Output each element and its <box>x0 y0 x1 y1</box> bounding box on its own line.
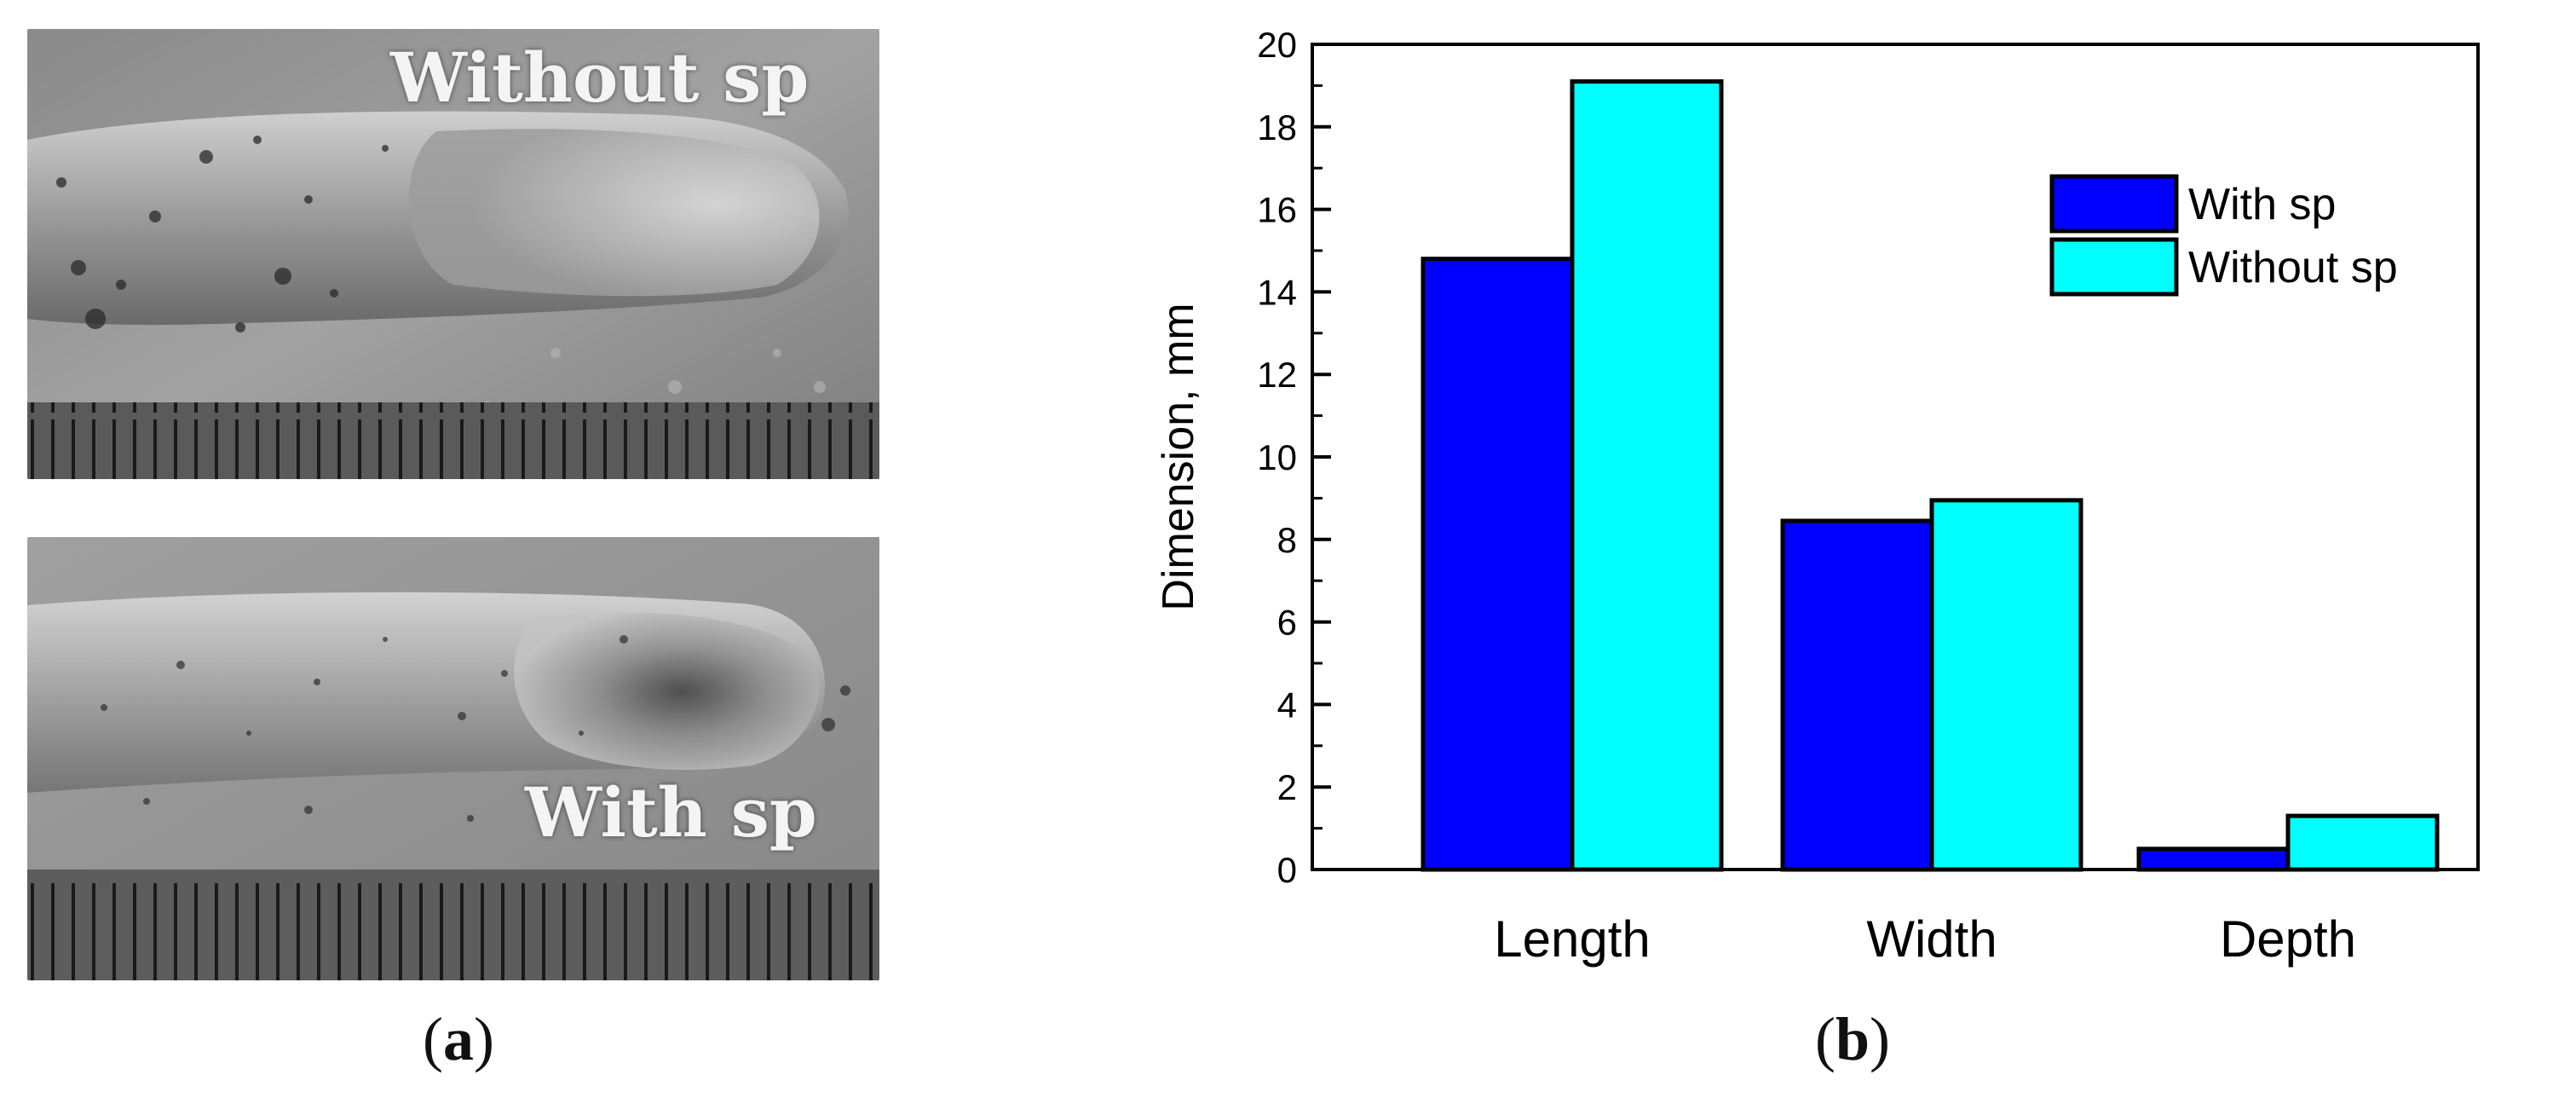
y-tick-label: 4 <box>1277 685 1297 725</box>
y-tick-label: 20 <box>1257 25 1297 65</box>
y-tick-label: 14 <box>1257 272 1297 312</box>
bar-without-sp-depth <box>2285 813 2440 872</box>
x-category-label: Depth <box>2220 910 2356 968</box>
y-tick-label: 8 <box>1277 520 1297 560</box>
x-category-label: Length <box>1494 910 1651 968</box>
without-sp-label: Without sp <box>390 38 810 118</box>
y-tick-label: 12 <box>1257 355 1297 395</box>
y-tick-label: 16 <box>1257 190 1297 230</box>
with-sp-label: With sp <box>525 772 817 852</box>
y-tick-label: 10 <box>1257 437 1297 477</box>
category-label-group: Length Width Depth <box>1494 910 2356 968</box>
panel-b-caption: (b) <box>1815 1005 1891 1073</box>
panel-a-caption: (a) <box>423 1005 494 1073</box>
x-category-label: Width <box>1866 910 1997 968</box>
bar-with-sp-width <box>1780 518 1934 872</box>
legend: With sp Without sp <box>2049 174 2398 297</box>
bar-with-sp-depth <box>2136 847 2291 872</box>
weld-photo-with-sp: With sp <box>27 537 879 980</box>
y-tick-label: 0 <box>1277 850 1297 890</box>
y-axis-label: Dimension, mm <box>1154 303 1203 610</box>
legend-swatch-with-sp <box>2049 174 2179 234</box>
bar-with-sp-length <box>1421 257 1575 872</box>
y-tick-label: 18 <box>1257 107 1297 147</box>
bar-group <box>1421 79 2440 872</box>
legend-label: With sp <box>2188 180 2336 229</box>
weld-photo-without-sp: Without sp <box>27 29 879 479</box>
y-tick-label: 6 <box>1277 603 1297 643</box>
dimension-bar-chart: 0 2 4 6 8 10 12 14 16 18 20 Length Width Depth Dimen… <box>1133 17 2576 1006</box>
bar-without-sp-width <box>1929 498 2083 872</box>
legend-swatch-without-sp <box>2049 237 2179 297</box>
plot-frame <box>1311 43 2480 871</box>
bar-without-sp-length <box>1570 79 1724 872</box>
y-tick-label: 2 <box>1277 767 1297 807</box>
legend-label: Without sp <box>2188 243 2398 292</box>
